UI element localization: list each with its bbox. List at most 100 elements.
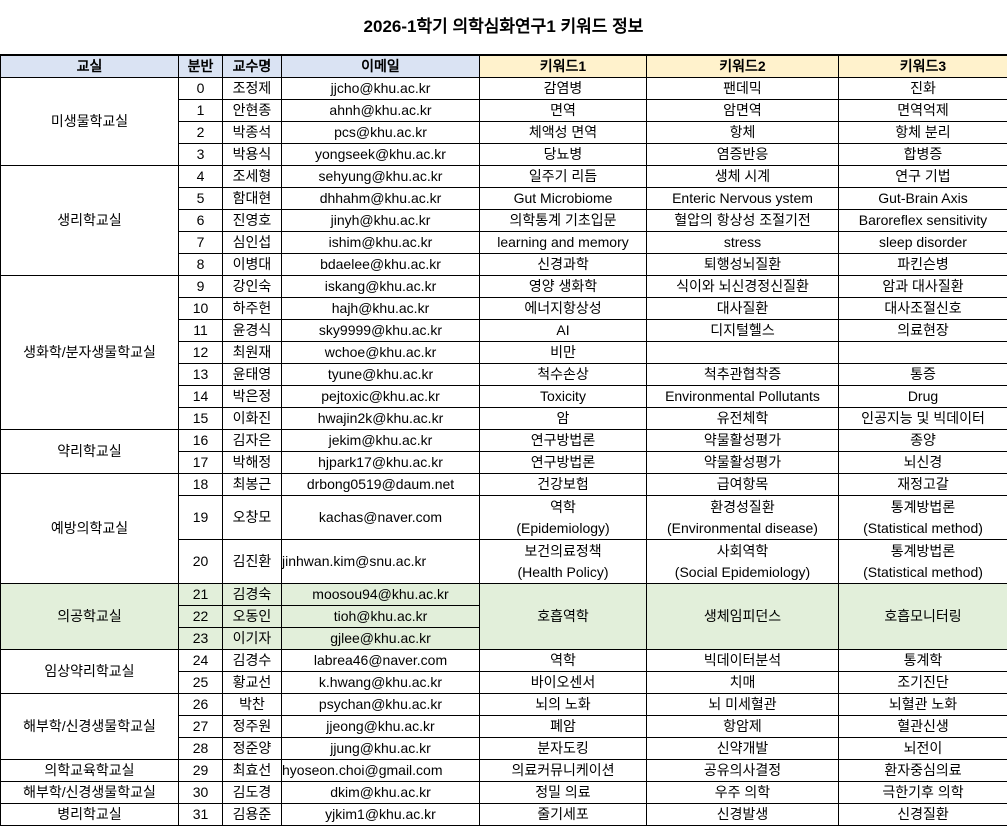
email-cell[interactable]: moosou94@khu.ac.kr bbox=[281, 583, 480, 606]
email-cell[interactable]: kachas@naver.com bbox=[281, 495, 480, 540]
keyword2-cell[interactable]: 생체임피던스 bbox=[646, 583, 839, 650]
keyword2-cell[interactable]: 척추관협착증 bbox=[646, 363, 839, 386]
email-cell[interactable]: sky9999@khu.ac.kr bbox=[281, 319, 480, 342]
keyword1-cell[interactable]: 에너지항상성 bbox=[479, 297, 647, 320]
keyword2-cell[interactable]: 염증반응 bbox=[646, 143, 839, 166]
room-cell[interactable]: 의학교육학교실 bbox=[0, 759, 179, 782]
email-cell[interactable]: k.hwang@khu.ac.kr bbox=[281, 671, 480, 694]
keyword2-cell[interactable]: 암면역 bbox=[646, 99, 839, 122]
email-cell[interactable]: pejtoxic@khu.ac.kr bbox=[281, 385, 480, 408]
keyword1-cell[interactable]: 연구방법론 bbox=[479, 429, 647, 452]
keyword3-cell[interactable] bbox=[838, 341, 1007, 364]
professor-cell[interactable]: 최원재 bbox=[222, 341, 282, 364]
email-cell[interactable]: pcs@khu.ac.kr bbox=[281, 121, 480, 144]
class-number-cell[interactable]: 17 bbox=[178, 451, 223, 474]
room-cell[interactable]: 생리학교실 bbox=[0, 165, 179, 276]
keyword2-cell[interactable]: 뇌 미세혈관 bbox=[646, 693, 839, 716]
keyword2-cell[interactable]: 퇴행성뇌질환 bbox=[646, 253, 839, 276]
email-cell[interactable]: drbong0519@daum.net bbox=[281, 473, 480, 496]
email-cell[interactable]: jjung@khu.ac.kr bbox=[281, 737, 480, 760]
keyword1-cell[interactable]: 신경과학 bbox=[479, 253, 647, 276]
room-cell[interactable]: 의공학교실 bbox=[0, 583, 179, 650]
class-number-cell[interactable]: 8 bbox=[178, 253, 223, 276]
email-cell[interactable]: iskang@khu.ac.kr bbox=[281, 275, 480, 298]
email-cell[interactable]: yjkim1@khu.ac.kr bbox=[281, 803, 480, 826]
keyword3-cell[interactable]: 통계방법론 (Statistical method) bbox=[838, 495, 1007, 540]
class-number-cell[interactable]: 15 bbox=[178, 407, 223, 430]
keyword2-cell[interactable]: Enteric Nervous ystem bbox=[646, 187, 839, 210]
keyword1-cell[interactable]: 체액성 면역 bbox=[479, 121, 647, 144]
professor-cell[interactable]: 윤경식 bbox=[222, 319, 282, 342]
email-cell[interactable]: ahnh@khu.ac.kr bbox=[281, 99, 480, 122]
keyword3-cell[interactable]: 통계방법론 (Statistical method) bbox=[838, 539, 1007, 584]
email-cell[interactable]: jjcho@khu.ac.kr bbox=[281, 77, 480, 100]
keyword1-cell[interactable]: 바이오센서 bbox=[479, 671, 647, 694]
keyword3-cell[interactable]: 조기진단 bbox=[838, 671, 1007, 694]
keyword3-cell[interactable]: 호흡모니터링 bbox=[838, 583, 1007, 650]
keyword3-cell[interactable]: 파킨슨병 bbox=[838, 253, 1007, 276]
class-number-cell[interactable]: 19 bbox=[178, 495, 223, 540]
professor-cell[interactable]: 강인숙 bbox=[222, 275, 282, 298]
keyword3-cell[interactable]: 인공지능 및 빅데이터 bbox=[838, 407, 1007, 430]
professor-cell[interactable]: 조정제 bbox=[222, 77, 282, 100]
professor-cell[interactable]: 조세형 bbox=[222, 165, 282, 188]
keyword3-cell[interactable]: 면역억제 bbox=[838, 99, 1007, 122]
email-cell[interactable]: bdaelee@khu.ac.kr bbox=[281, 253, 480, 276]
keyword1-cell[interactable]: 일주기 리듬 bbox=[479, 165, 647, 188]
keyword1-cell[interactable]: 폐암 bbox=[479, 715, 647, 738]
professor-cell[interactable]: 하주헌 bbox=[222, 297, 282, 320]
professor-cell[interactable]: 박해정 bbox=[222, 451, 282, 474]
keyword3-cell[interactable]: 뇌혈관 노화 bbox=[838, 693, 1007, 716]
professor-cell[interactable]: 최봉근 bbox=[222, 473, 282, 496]
email-cell[interactable]: jjeong@khu.ac.kr bbox=[281, 715, 480, 738]
keyword1-cell[interactable]: 뇌의 노화 bbox=[479, 693, 647, 716]
header-email[interactable]: 이메일 bbox=[281, 55, 480, 78]
room-cell[interactable]: 해부학/신경생물학교실 bbox=[0, 781, 179, 804]
keyword1-cell[interactable]: 연구방법론 bbox=[479, 451, 647, 474]
keyword1-cell[interactable]: 비만 bbox=[479, 341, 647, 364]
header-room[interactable]: 교실 bbox=[0, 55, 179, 78]
professor-cell[interactable]: 함대현 bbox=[222, 187, 282, 210]
class-number-cell[interactable]: 25 bbox=[178, 671, 223, 694]
keyword2-cell[interactable]: 항암제 bbox=[646, 715, 839, 738]
email-cell[interactable]: hajh@khu.ac.kr bbox=[281, 297, 480, 320]
email-cell[interactable]: labrea46@naver.com bbox=[281, 649, 480, 672]
room-cell[interactable]: 예방의학교실 bbox=[0, 473, 179, 584]
professor-cell[interactable]: 박은정 bbox=[222, 385, 282, 408]
email-cell[interactable]: gjlee@khu.ac.kr bbox=[281, 627, 480, 650]
keyword2-cell[interactable]: 식이와 뇌신경정신질환 bbox=[646, 275, 839, 298]
keyword2-cell[interactable]: 약물활성평가 bbox=[646, 451, 839, 474]
keyword1-cell[interactable]: 분자도킹 bbox=[479, 737, 647, 760]
keyword2-cell[interactable]: 신약개발 bbox=[646, 737, 839, 760]
keyword1-cell[interactable]: learning and memory bbox=[479, 231, 647, 254]
keyword2-cell[interactable]: 유전체학 bbox=[646, 407, 839, 430]
email-cell[interactable]: wchoe@khu.ac.kr bbox=[281, 341, 480, 364]
email-cell[interactable]: tioh@khu.ac.kr bbox=[281, 605, 480, 628]
header-keyword3[interactable]: 키워드3 bbox=[838, 55, 1007, 78]
class-number-cell[interactable]: 30 bbox=[178, 781, 223, 804]
room-cell[interactable]: 미생물학교실 bbox=[0, 77, 179, 166]
keyword2-cell[interactable]: 빅데이터분석 bbox=[646, 649, 839, 672]
email-cell[interactable]: dhhahm@khu.ac.kr bbox=[281, 187, 480, 210]
keyword3-cell[interactable]: 항체 분리 bbox=[838, 121, 1007, 144]
keyword3-cell[interactable]: sleep disorder bbox=[838, 231, 1007, 254]
room-cell[interactable]: 병리학교실 bbox=[0, 803, 179, 826]
professor-cell[interactable]: 김자은 bbox=[222, 429, 282, 452]
email-cell[interactable]: hjpark17@khu.ac.kr bbox=[281, 451, 480, 474]
professor-cell[interactable]: 황교선 bbox=[222, 671, 282, 694]
room-cell[interactable]: 임상약리학교실 bbox=[0, 649, 179, 694]
professor-cell[interactable]: 김진환 bbox=[222, 539, 282, 584]
keyword3-cell[interactable]: Gut-Brain Axis bbox=[838, 187, 1007, 210]
header-professor[interactable]: 교수명 bbox=[222, 55, 282, 78]
keyword3-cell[interactable]: Baroreflex sensitivity bbox=[838, 209, 1007, 232]
email-cell[interactable]: sehyung@khu.ac.kr bbox=[281, 165, 480, 188]
keyword1-cell[interactable]: 역학 (Epidemiology) bbox=[479, 495, 647, 540]
professor-cell[interactable]: 김경수 bbox=[222, 649, 282, 672]
keyword1-cell[interactable]: AI bbox=[479, 319, 647, 342]
keyword1-cell[interactable]: 의료커뮤니케이션 bbox=[479, 759, 647, 782]
class-number-cell[interactable]: 5 bbox=[178, 187, 223, 210]
header-keyword2[interactable]: 키워드2 bbox=[646, 55, 839, 78]
keyword1-cell[interactable]: 건강보험 bbox=[479, 473, 647, 496]
email-cell[interactable]: hyoseon.choi@gmail.com bbox=[281, 759, 480, 782]
keyword1-cell[interactable]: 역학 bbox=[479, 649, 647, 672]
